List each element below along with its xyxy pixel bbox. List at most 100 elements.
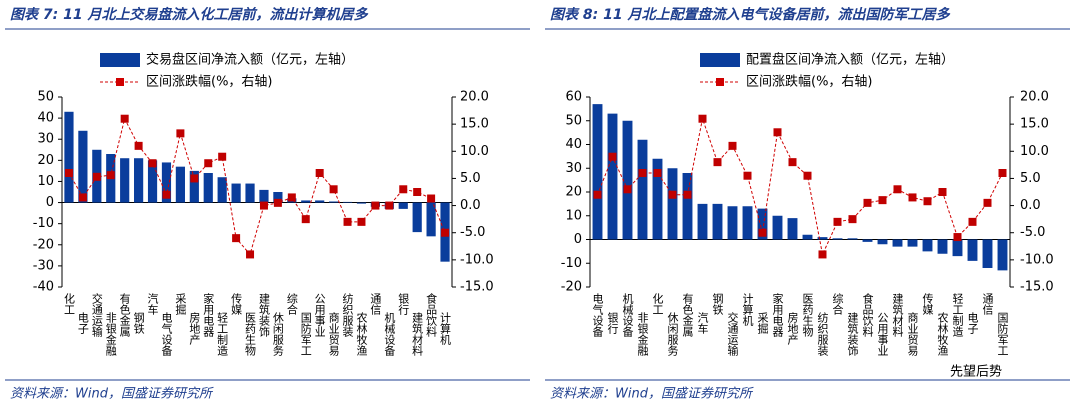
line	[597, 116, 1003, 257]
legend-swatch	[700, 53, 740, 67]
bar	[120, 158, 130, 203]
line-marker	[441, 228, 450, 237]
y2-tick-label: 0.0	[1020, 198, 1041, 213]
bar	[667, 168, 678, 240]
bar	[877, 239, 888, 245]
bar	[329, 201, 339, 203]
line-marker	[848, 215, 857, 224]
x-tick-label: 机械设备	[621, 292, 634, 338]
bar	[907, 239, 918, 247]
bar	[189, 170, 199, 203]
x-tick-label: 非银金融	[104, 312, 117, 357]
line-marker	[120, 114, 129, 123]
y2-tick-label: 5.0	[1020, 171, 1041, 186]
line-marker	[176, 129, 185, 138]
line-marker	[357, 217, 366, 226]
line-marker	[106, 171, 115, 180]
line-marker	[246, 250, 255, 259]
bar	[937, 239, 948, 254]
bar	[607, 113, 618, 240]
line-marker	[638, 169, 647, 177]
bar	[175, 166, 185, 203]
line-marker	[301, 215, 310, 224]
y-tick-label: 30	[37, 132, 54, 147]
bar	[161, 162, 172, 203]
bar	[622, 120, 633, 240]
x-tick-label: 电气设备	[591, 293, 604, 338]
bar	[997, 239, 1008, 271]
bar	[712, 203, 723, 240]
line-marker	[668, 190, 677, 199]
y2-tick-label: -5.0	[460, 225, 485, 240]
line-marker	[64, 169, 73, 177]
bar	[847, 238, 858, 240]
x-tick-label: 化工	[62, 292, 75, 315]
x-tick-label: 计算机	[439, 312, 452, 345]
legend-marker	[116, 78, 124, 86]
y2-tick-label: -15.0	[460, 280, 494, 295]
x-tick-label: 农林牧渔	[936, 311, 949, 357]
line-marker	[427, 194, 436, 203]
x-tick-label: 医药生物	[244, 312, 257, 356]
line-marker	[218, 152, 227, 161]
bar	[342, 201, 353, 203]
x-tick-label: 电气设备	[160, 312, 173, 357]
bar	[967, 239, 978, 261]
bar	[259, 189, 269, 203]
x-tick-label: 房地产	[786, 312, 799, 346]
bar	[301, 200, 311, 203]
bar	[862, 239, 873, 242]
x-tick-label: 有色金属	[118, 292, 131, 338]
line-marker	[803, 171, 812, 180]
x-tick-label: 交通运输	[90, 292, 103, 338]
bar	[892, 239, 903, 247]
line-marker	[878, 196, 887, 205]
bar	[727, 206, 738, 240]
x-tick-label: 食品饮料	[425, 292, 438, 338]
line-marker	[385, 201, 394, 210]
bar	[315, 200, 325, 203]
x-tick-label: 食品饮料	[861, 292, 874, 338]
x-tick-label: 家用电器	[202, 292, 215, 338]
bar	[245, 183, 255, 203]
bar	[203, 173, 213, 203]
y-tick-label: 10	[565, 208, 582, 223]
line-marker	[818, 250, 827, 259]
bar	[217, 177, 227, 203]
x-tick-label: 传媒	[230, 293, 243, 316]
line-marker	[938, 188, 947, 196]
bar	[652, 158, 663, 240]
line-marker	[773, 128, 782, 137]
line-marker	[758, 228, 767, 237]
bar	[398, 202, 408, 209]
y-tick-label: 10	[37, 174, 54, 189]
y2-tick-label: 0.0	[460, 198, 481, 213]
bar	[426, 202, 436, 237]
bar	[982, 239, 993, 268]
x-tick-label: 家用电器	[771, 292, 784, 338]
y-tick-label: 60	[565, 90, 582, 105]
x-tick-label: 建筑材料	[411, 311, 424, 357]
x-tick-label: 采掘	[174, 293, 187, 316]
y-tick-label: 50	[37, 90, 54, 105]
y-tick-label: 20	[37, 153, 54, 168]
bar	[742, 206, 753, 240]
x-tick-label: 纺织服装	[816, 311, 829, 357]
line-marker	[713, 158, 722, 167]
x-tick-label: 建筑材料	[891, 292, 904, 338]
bar	[134, 158, 144, 203]
y2-tick-label: -5.0	[1020, 225, 1045, 240]
bar	[832, 238, 843, 240]
line-marker	[683, 190, 692, 199]
line-marker	[593, 190, 602, 199]
line-marker	[953, 233, 962, 242]
x-tick-label: 综合	[831, 292, 844, 315]
line-marker	[315, 169, 324, 177]
line-marker	[148, 159, 157, 168]
y2-tick-label: 15.0	[1020, 117, 1049, 132]
line	[68, 117, 446, 256]
y-tick-label: 30	[565, 161, 582, 176]
legend-marker	[716, 78, 724, 86]
line-marker	[329, 185, 338, 194]
